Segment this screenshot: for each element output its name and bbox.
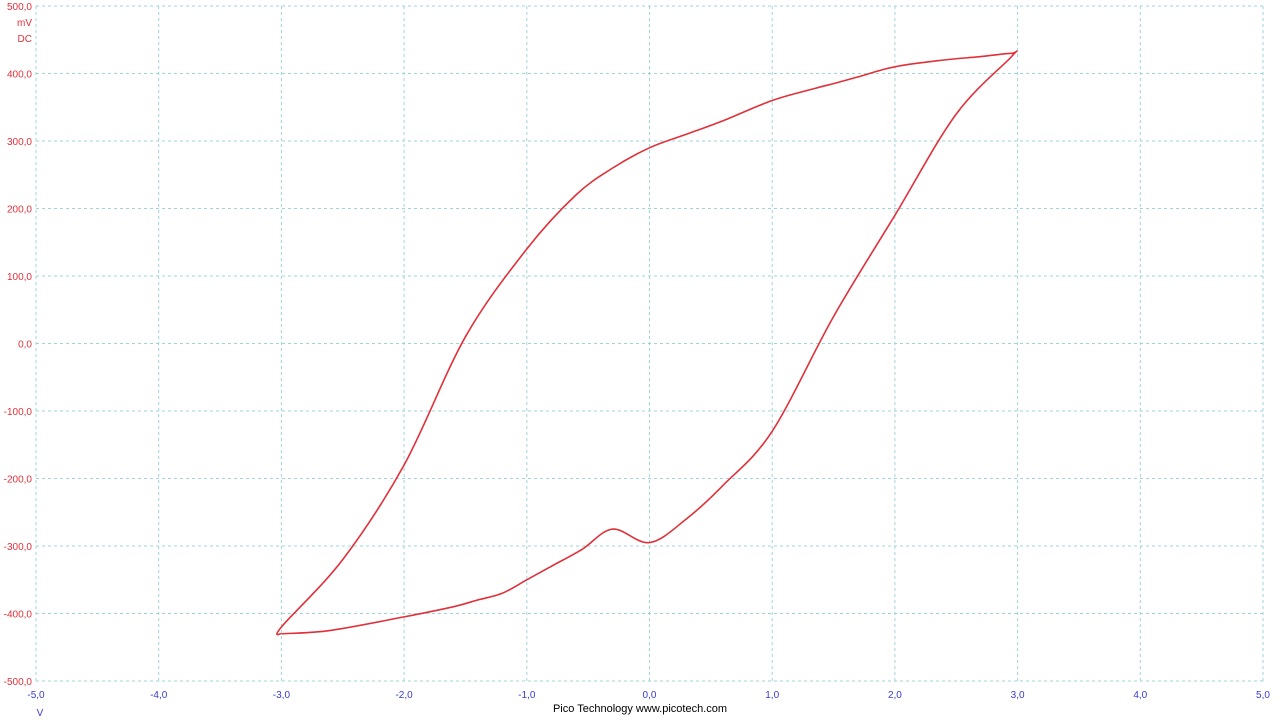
- y-tick-label: 0,0: [18, 340, 32, 351]
- x-tick-label: -4,0: [150, 690, 168, 701]
- x-tick-label: 3,0: [1011, 690, 1025, 701]
- y-axis-unit-label: mV: [17, 18, 32, 29]
- hysteresis-loop-series-0: [276, 50, 1018, 636]
- x-tick-label: -1,0: [518, 690, 536, 701]
- x-tick-label: 1,0: [765, 690, 779, 701]
- y-tick-label: 100,0: [7, 272, 32, 283]
- x-axis-unit-label: V: [37, 708, 44, 719]
- y-tick-label: -400,0: [4, 610, 33, 621]
- x-tick-label: 2,0: [888, 690, 902, 701]
- series-layer: [276, 50, 1018, 636]
- y-tick-label: -200,0: [4, 475, 33, 486]
- y-tick-label: 200,0: [7, 205, 32, 216]
- x-tick-label: 4,0: [1133, 690, 1147, 701]
- y-tick-label: -500,0: [4, 677, 33, 688]
- y-tick-label: 500,0: [7, 2, 32, 13]
- x-tick-label: -3,0: [273, 690, 291, 701]
- y-tick-label: -300,0: [4, 542, 33, 553]
- x-tick-label: 5,0: [1256, 690, 1270, 701]
- gridlines: [35, 5, 1264, 682]
- x-tick-label: 0,0: [643, 690, 657, 701]
- x-tick-label: -2,0: [395, 690, 413, 701]
- y-tick-label: -100,0: [4, 407, 33, 418]
- credit-text: Pico Technology www.picotech.com: [552, 703, 728, 715]
- y-tick-label: 300,0: [7, 137, 32, 148]
- y-axis: 500,0 400,0 300,0 200,0 100,0 0,0 -100,0 -200,0…: [4, 2, 33, 688]
- y-axis-coupling-label: DC: [18, 34, 32, 45]
- y-tick-label: 400,0: [7, 70, 32, 81]
- x-axis: -5,0 -4,0 -3,0 -2,0 -1,0 0,0 1,0 2,0 3,0 4,0 5,0: [27, 690, 1270, 701]
- x-tick-label: -5,0: [27, 690, 45, 701]
